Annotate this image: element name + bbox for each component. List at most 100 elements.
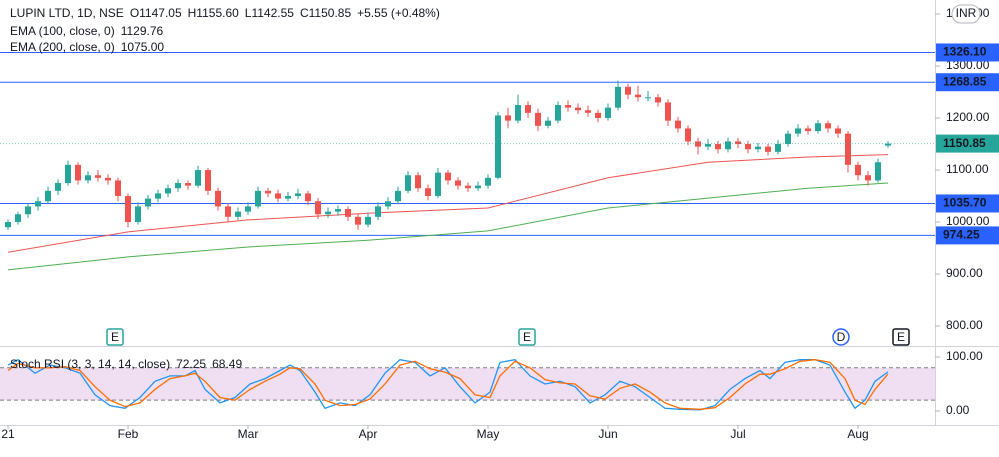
candle-body xyxy=(525,105,531,113)
ema-line xyxy=(7,154,889,253)
x-tick-label: Aug xyxy=(847,427,868,441)
y-tick-label: 1300.00 xyxy=(946,58,990,72)
candle-body xyxy=(445,172,451,181)
candle-body xyxy=(185,183,191,186)
candle-body xyxy=(455,180,461,186)
candle-body xyxy=(565,105,571,108)
candle-body xyxy=(715,144,721,150)
price-label: 1268.85 xyxy=(943,74,987,88)
x-tick-label: Feb xyxy=(118,427,139,441)
candle-body xyxy=(685,128,691,142)
legend-text: H1155.60 xyxy=(188,6,239,20)
legend-text: EMA (100, close, 0) xyxy=(10,24,115,38)
candle-body xyxy=(775,144,781,152)
candle-body xyxy=(725,141,731,150)
candle-body xyxy=(285,196,291,199)
candle-body xyxy=(575,107,581,111)
candle-body xyxy=(735,141,741,145)
legend-text: 68.49 xyxy=(212,357,242,371)
candle-body xyxy=(745,144,751,150)
candle-body xyxy=(825,123,831,129)
candle-body xyxy=(225,206,231,217)
candle-body xyxy=(545,120,551,126)
candle-body xyxy=(465,185,471,189)
candle-body xyxy=(255,190,261,207)
x-tick-label: May xyxy=(477,427,500,441)
candle-body xyxy=(505,115,511,121)
legend-text: 1129.76 xyxy=(121,24,164,38)
price-label: 1326.10 xyxy=(943,45,987,59)
candle-body xyxy=(215,190,221,207)
last-price-label: 1150.85 xyxy=(943,136,986,150)
legend-text: 72.25 xyxy=(176,357,206,371)
price-label-box xyxy=(936,226,999,245)
candle-body xyxy=(295,193,301,197)
legend-text: LUPIN LTD, 1D, NSE xyxy=(10,6,124,20)
candle-body xyxy=(655,97,661,103)
event-label: E xyxy=(523,330,531,344)
legend-text: +5.55 (+0.48%) xyxy=(357,6,440,20)
candle-body xyxy=(785,133,791,145)
price-label-box xyxy=(936,43,999,62)
candle-body xyxy=(115,180,121,197)
candle-body xyxy=(535,112,541,126)
candle-body xyxy=(65,164,71,184)
candle-body xyxy=(615,86,621,108)
y-tick-label: 1200.00 xyxy=(946,110,990,124)
candle-body xyxy=(135,206,141,223)
x-tick-label: Jul xyxy=(730,427,745,441)
candle-body xyxy=(235,211,241,217)
currency-label: INR xyxy=(956,6,977,20)
legend-text: 1075.00 xyxy=(121,40,165,54)
candle-body xyxy=(105,177,111,181)
stoch-y-tick-label: 0.00 xyxy=(946,403,970,417)
x-tick-label: Jun xyxy=(598,427,617,441)
stoch-line xyxy=(7,358,889,411)
candle-body xyxy=(845,133,851,165)
candle-body xyxy=(395,190,401,202)
candle-body xyxy=(5,222,11,228)
stoch-y-tick-label: 100.00 xyxy=(946,349,983,363)
price-label-box xyxy=(936,194,999,213)
candle-body xyxy=(755,146,761,150)
candle-body xyxy=(665,102,671,121)
candle-body xyxy=(885,143,891,146)
candle-body xyxy=(265,190,271,194)
candle-body xyxy=(875,162,881,181)
candle-body xyxy=(275,193,281,199)
price-label: 974.25 xyxy=(943,228,980,242)
candle-body xyxy=(795,128,801,134)
event-marker xyxy=(106,328,124,346)
candle-body xyxy=(485,177,491,186)
candle-body xyxy=(645,97,651,99)
x-tick-label: Mar xyxy=(238,427,259,441)
candle-body xyxy=(15,214,21,223)
event-label: E xyxy=(111,330,119,344)
candle-body xyxy=(165,188,171,194)
candle-body xyxy=(95,175,101,178)
candle-body xyxy=(835,128,841,134)
legend-text: L1142.55 xyxy=(245,6,294,20)
candle-body xyxy=(125,196,131,223)
legend-text: O1147.05 xyxy=(130,6,182,20)
candle-body xyxy=(805,128,811,132)
candle-body xyxy=(205,170,211,191)
candle-body xyxy=(385,201,391,207)
ema-line xyxy=(7,182,889,271)
candle-body xyxy=(625,86,631,95)
candle-body xyxy=(345,209,351,217)
candle-body xyxy=(855,164,861,176)
candle-body xyxy=(675,120,681,129)
candle-body xyxy=(435,172,441,197)
candle-body xyxy=(355,216,361,225)
event-marker xyxy=(892,328,910,346)
candle-body xyxy=(495,115,501,178)
stoch-line xyxy=(7,359,889,410)
x-tick-label: 21 xyxy=(1,427,15,441)
candle-body xyxy=(195,170,201,186)
event-label: D xyxy=(837,330,846,344)
candle-body xyxy=(865,175,871,181)
candle-body xyxy=(415,175,421,189)
candle-body xyxy=(705,144,711,147)
